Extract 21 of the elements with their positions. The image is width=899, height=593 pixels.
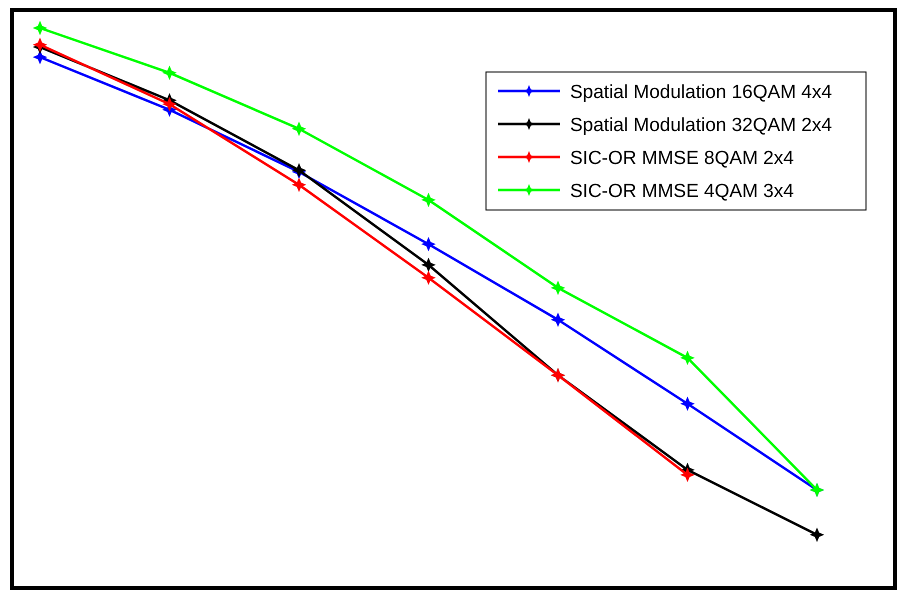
point xyxy=(292,178,306,192)
legend-label: Spatial Modulation 16QAM 4x4 xyxy=(570,82,832,103)
legend-label: SIC-OR MMSE 8QAM 2x4 xyxy=(570,148,794,169)
point xyxy=(422,271,435,284)
point xyxy=(422,258,435,272)
point xyxy=(552,281,564,294)
point xyxy=(681,351,694,364)
point xyxy=(681,397,694,410)
point xyxy=(422,193,435,206)
legend-label: SIC-OR MMSE 4QAM 3x4 xyxy=(570,181,794,202)
point xyxy=(552,313,564,326)
point xyxy=(34,22,46,34)
point xyxy=(422,238,435,251)
point xyxy=(810,528,824,542)
point xyxy=(681,468,694,482)
point xyxy=(34,38,46,52)
point xyxy=(34,50,46,64)
point xyxy=(163,66,176,80)
point xyxy=(292,122,306,136)
point xyxy=(163,98,176,111)
legend-label: Spatial Modulation 32QAM 2x4 xyxy=(570,115,832,136)
